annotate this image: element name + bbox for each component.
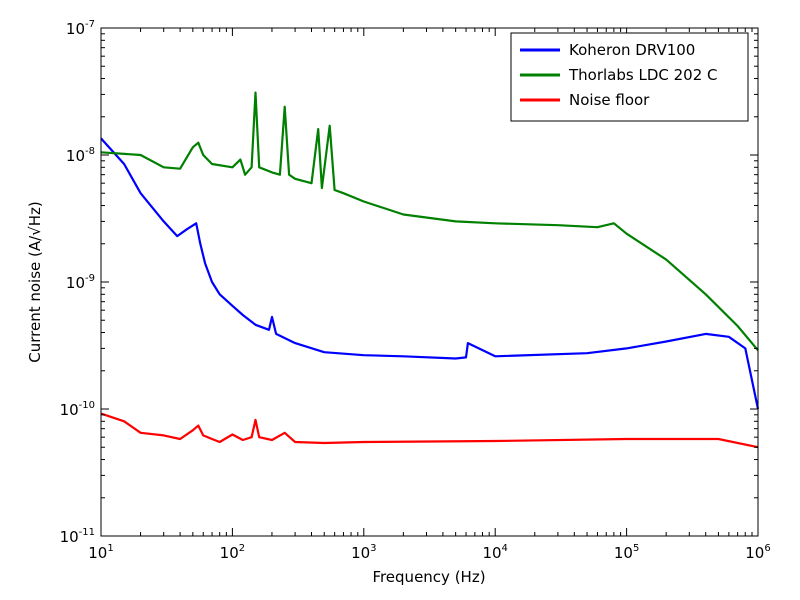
y-tick-label: 10-7 [66, 19, 95, 38]
legend-label-1: Thorlabs LDC 202 C [568, 66, 718, 84]
x-tick-label: 102 [220, 543, 245, 562]
series-line-1 [100, 91, 759, 352]
y-tick-label: 10-8 [66, 146, 95, 165]
legend-box [510, 32, 749, 122]
x-tick-label: 101 [88, 543, 113, 562]
legend-label-2: Noise floor [569, 91, 650, 109]
series-line-2 [100, 412, 759, 449]
tick-labels: 101 102 103 104 105 106 10-11 10-10 10-9 10-8 10-7 [60, 19, 771, 562]
series-line-0 [100, 137, 760, 410]
x-axis-label: Frequency (Hz) [372, 568, 485, 586]
y-tick-label: 10-11 [60, 527, 95, 546]
y-tick-label: 10-9 [66, 273, 95, 292]
x-tick-label: 106 [745, 543, 770, 562]
x-tick-label: 105 [614, 543, 639, 562]
series-lines [100, 91, 760, 449]
axis-ticks [100, 27, 759, 537]
legend: Koheron DRV100 Thorlabs LDC 202 C Noise fl… [510, 32, 749, 122]
y-axis-label: Current noise (A/√Hz) [26, 201, 44, 363]
y-tick-label: 10-10 [60, 400, 95, 419]
x-tick-label: 103 [351, 543, 376, 562]
x-tick-label: 104 [482, 543, 507, 562]
legend-label-0: Koheron DRV100 [569, 41, 695, 59]
